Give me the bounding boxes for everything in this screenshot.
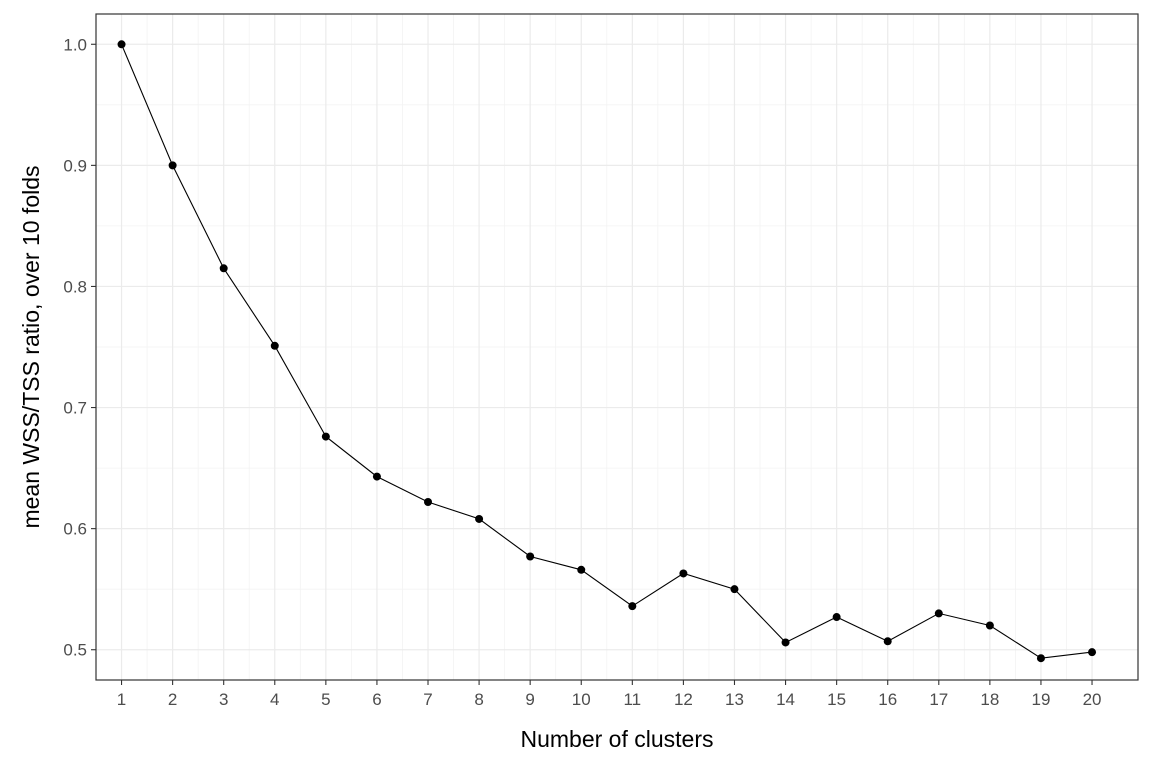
x-tick-label: 3 xyxy=(219,690,228,709)
x-tick-label: 20 xyxy=(1083,690,1102,709)
y-tick-label: 0.8 xyxy=(63,277,87,296)
y-tick-label: 0.9 xyxy=(63,156,87,175)
data-point xyxy=(577,565,586,574)
y-tick-label: 0.5 xyxy=(63,641,87,660)
x-tick-label: 10 xyxy=(572,690,591,709)
y-axis-title: mean WSS/TSS ratio, over 10 folds xyxy=(18,165,44,528)
data-point xyxy=(168,161,177,170)
x-tick-label: 12 xyxy=(674,690,693,709)
data-point xyxy=(526,552,535,561)
y-tick-label: 0.7 xyxy=(63,399,87,418)
x-tick-label: 16 xyxy=(878,690,897,709)
data-point xyxy=(730,585,739,594)
x-tick-label: 5 xyxy=(321,690,330,709)
data-point xyxy=(372,472,381,481)
x-tick-label: 18 xyxy=(980,690,999,709)
x-tick-labels: 1 2 3 4 5 6 7 8 9 10 11 12 13 14 15 16 17 18 19 20 xyxy=(117,690,1102,709)
data-point xyxy=(628,602,637,611)
data-point xyxy=(117,40,126,49)
axis-ticks xyxy=(91,43,1093,685)
data-point xyxy=(781,638,790,647)
minor-gridlines xyxy=(96,14,1138,680)
data-point xyxy=(679,569,688,578)
x-tick-label: 13 xyxy=(725,690,744,709)
data-point xyxy=(270,341,279,350)
y-tick-labels: 0.5 0.6 0.7 0.8 0.9 1.0 xyxy=(63,35,87,659)
data-point xyxy=(883,637,892,646)
data-point xyxy=(934,609,943,618)
x-tick-label: 17 xyxy=(929,690,948,709)
series-layer xyxy=(117,40,1097,663)
data-point xyxy=(475,514,484,523)
x-tick-label: 11 xyxy=(623,690,641,709)
x-tick-label: 6 xyxy=(372,690,381,709)
panel-border xyxy=(95,13,1139,681)
x-tick-label: 2 xyxy=(168,690,177,709)
x-tick-label: 14 xyxy=(776,690,795,709)
y-tick-label: 1.0 xyxy=(63,35,87,54)
x-tick-label: 15 xyxy=(827,690,846,709)
y-tick-label: 0.6 xyxy=(63,520,87,539)
data-point xyxy=(832,613,841,622)
x-tick-label: 9 xyxy=(525,690,534,709)
data-point xyxy=(219,264,228,273)
x-tick-label: 4 xyxy=(270,690,279,709)
x-tick-label: 8 xyxy=(474,690,483,709)
series-line xyxy=(120,44,1093,659)
data-point xyxy=(424,497,433,506)
x-axis-title: Number of clusters xyxy=(520,726,713,752)
data-point xyxy=(985,621,994,630)
data-point xyxy=(1088,648,1097,657)
x-tick-label: 7 xyxy=(423,690,432,709)
data-point xyxy=(1036,654,1045,663)
x-tick-label: 1 xyxy=(117,690,126,709)
data-point xyxy=(321,432,330,441)
x-tick-label: 19 xyxy=(1031,690,1050,709)
